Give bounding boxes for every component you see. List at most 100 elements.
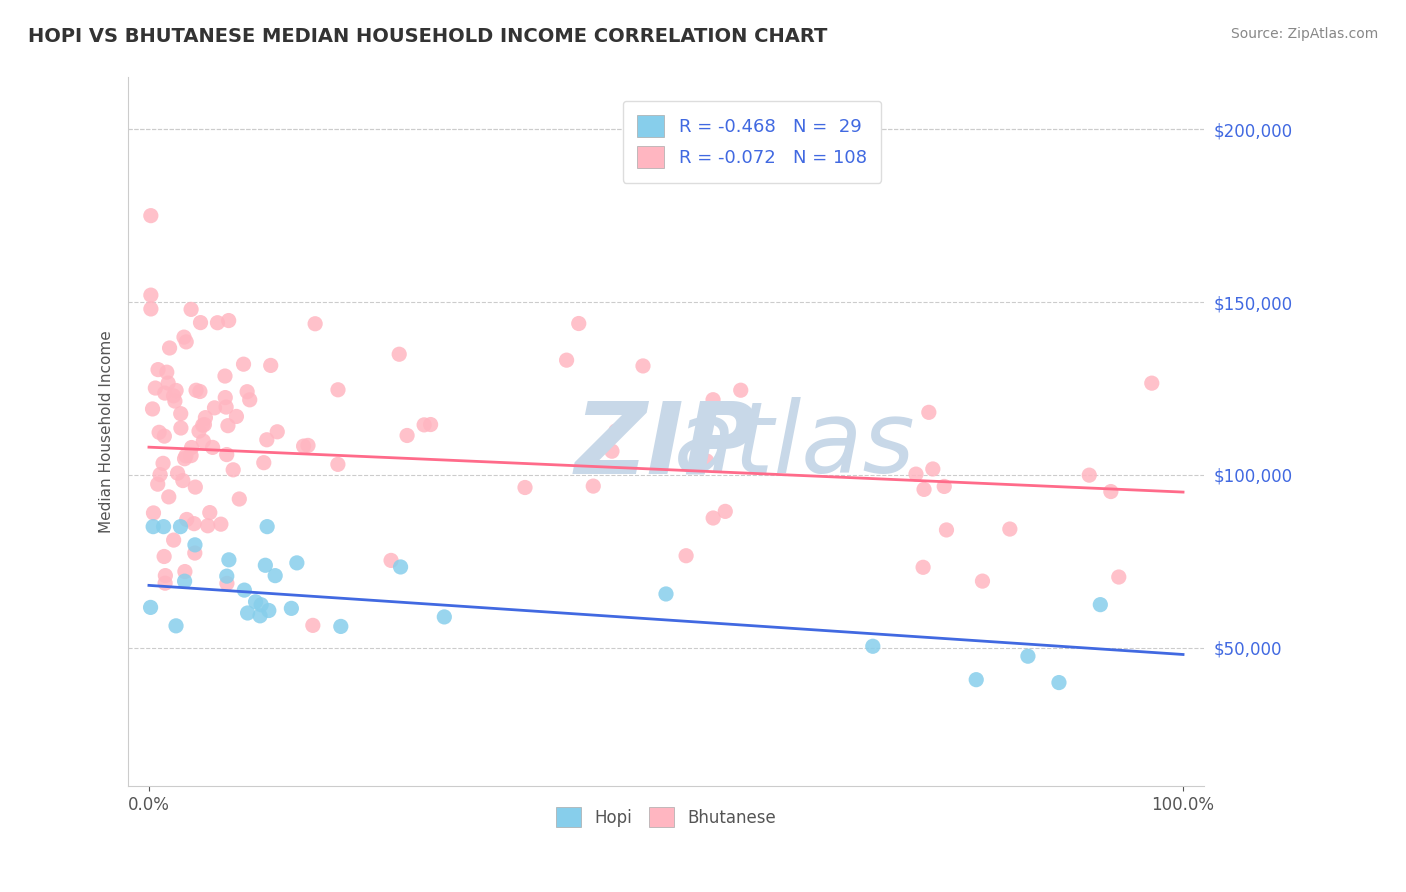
Point bbox=[513, 481, 536, 495]
Point bbox=[655, 587, 678, 601]
Point bbox=[184, 480, 207, 494]
Point bbox=[170, 421, 193, 435]
Point bbox=[146, 362, 169, 376]
Point bbox=[912, 483, 935, 497]
Point bbox=[1017, 649, 1039, 664]
Point bbox=[998, 522, 1021, 536]
Point bbox=[169, 519, 191, 533]
Point bbox=[194, 410, 217, 425]
Point bbox=[1099, 484, 1122, 499]
Point bbox=[249, 608, 271, 623]
Point bbox=[380, 553, 402, 567]
Point bbox=[389, 560, 412, 574]
Point bbox=[215, 400, 238, 414]
Point bbox=[193, 434, 215, 448]
Point bbox=[165, 619, 187, 633]
Point bbox=[174, 565, 197, 579]
Point bbox=[702, 392, 724, 407]
Point bbox=[198, 506, 221, 520]
Point bbox=[139, 288, 162, 302]
Point bbox=[257, 603, 280, 617]
Point bbox=[184, 538, 207, 552]
Point bbox=[153, 549, 176, 564]
Point bbox=[139, 301, 162, 316]
Point bbox=[256, 519, 278, 533]
Point bbox=[329, 619, 352, 633]
Point bbox=[152, 456, 174, 470]
Point bbox=[153, 429, 176, 443]
Point bbox=[157, 376, 180, 390]
Point bbox=[148, 425, 170, 440]
Point bbox=[166, 466, 188, 480]
Point bbox=[149, 467, 172, 482]
Point bbox=[1108, 570, 1130, 584]
Point bbox=[180, 449, 202, 463]
Point bbox=[163, 394, 186, 409]
Point bbox=[605, 424, 627, 438]
Point bbox=[292, 439, 315, 453]
Point bbox=[582, 479, 605, 493]
Point bbox=[965, 673, 987, 687]
Point bbox=[297, 438, 319, 452]
Point bbox=[304, 317, 326, 331]
Point bbox=[215, 448, 238, 462]
Point bbox=[176, 512, 198, 526]
Point bbox=[266, 425, 288, 439]
Point bbox=[1078, 468, 1101, 483]
Point bbox=[280, 601, 302, 615]
Point bbox=[180, 302, 202, 317]
Point bbox=[217, 418, 239, 433]
Point bbox=[245, 595, 267, 609]
Point bbox=[162, 389, 184, 403]
Point bbox=[413, 417, 436, 432]
Point bbox=[228, 491, 250, 506]
Point bbox=[233, 583, 256, 598]
Point bbox=[433, 610, 456, 624]
Text: Source: ZipAtlas.com: Source: ZipAtlas.com bbox=[1230, 27, 1378, 41]
Point bbox=[918, 405, 941, 419]
Point bbox=[188, 424, 211, 438]
Point bbox=[215, 576, 238, 591]
Legend: Hopi, Bhutanese: Hopi, Bhutanese bbox=[550, 800, 783, 834]
Point bbox=[214, 369, 236, 384]
Text: HOPI VS BHUTANESE MEDIAN HOUSEHOLD INCOME CORRELATION CHART: HOPI VS BHUTANESE MEDIAN HOUSEHOLD INCOM… bbox=[28, 27, 828, 45]
Point bbox=[190, 316, 212, 330]
Point bbox=[201, 441, 224, 455]
Point bbox=[207, 316, 229, 330]
Point bbox=[675, 549, 697, 563]
Point bbox=[730, 383, 752, 397]
Point bbox=[156, 365, 179, 379]
Point bbox=[191, 418, 214, 433]
Point bbox=[912, 560, 935, 574]
Point bbox=[172, 474, 194, 488]
Point bbox=[600, 444, 623, 458]
Point bbox=[1140, 376, 1163, 391]
Point bbox=[904, 467, 927, 482]
Point bbox=[260, 359, 283, 373]
Point bbox=[631, 359, 654, 373]
Point bbox=[218, 553, 240, 567]
Point bbox=[173, 451, 195, 466]
Point bbox=[204, 401, 226, 415]
Point bbox=[184, 384, 207, 398]
Point bbox=[173, 330, 195, 344]
Point bbox=[159, 341, 181, 355]
Point bbox=[568, 317, 591, 331]
Point bbox=[142, 519, 165, 533]
Point bbox=[302, 618, 325, 632]
Point bbox=[714, 504, 737, 518]
Point bbox=[153, 386, 176, 401]
Point bbox=[972, 574, 994, 588]
Point bbox=[934, 479, 956, 493]
Point bbox=[419, 417, 441, 432]
Point bbox=[214, 391, 236, 405]
Point bbox=[143, 381, 166, 395]
Point bbox=[209, 517, 232, 532]
Point bbox=[162, 533, 184, 547]
Point bbox=[142, 506, 165, 520]
Point bbox=[215, 569, 238, 583]
Point bbox=[236, 606, 259, 620]
Point bbox=[141, 401, 163, 416]
Point bbox=[696, 454, 718, 468]
Point bbox=[173, 574, 195, 589]
